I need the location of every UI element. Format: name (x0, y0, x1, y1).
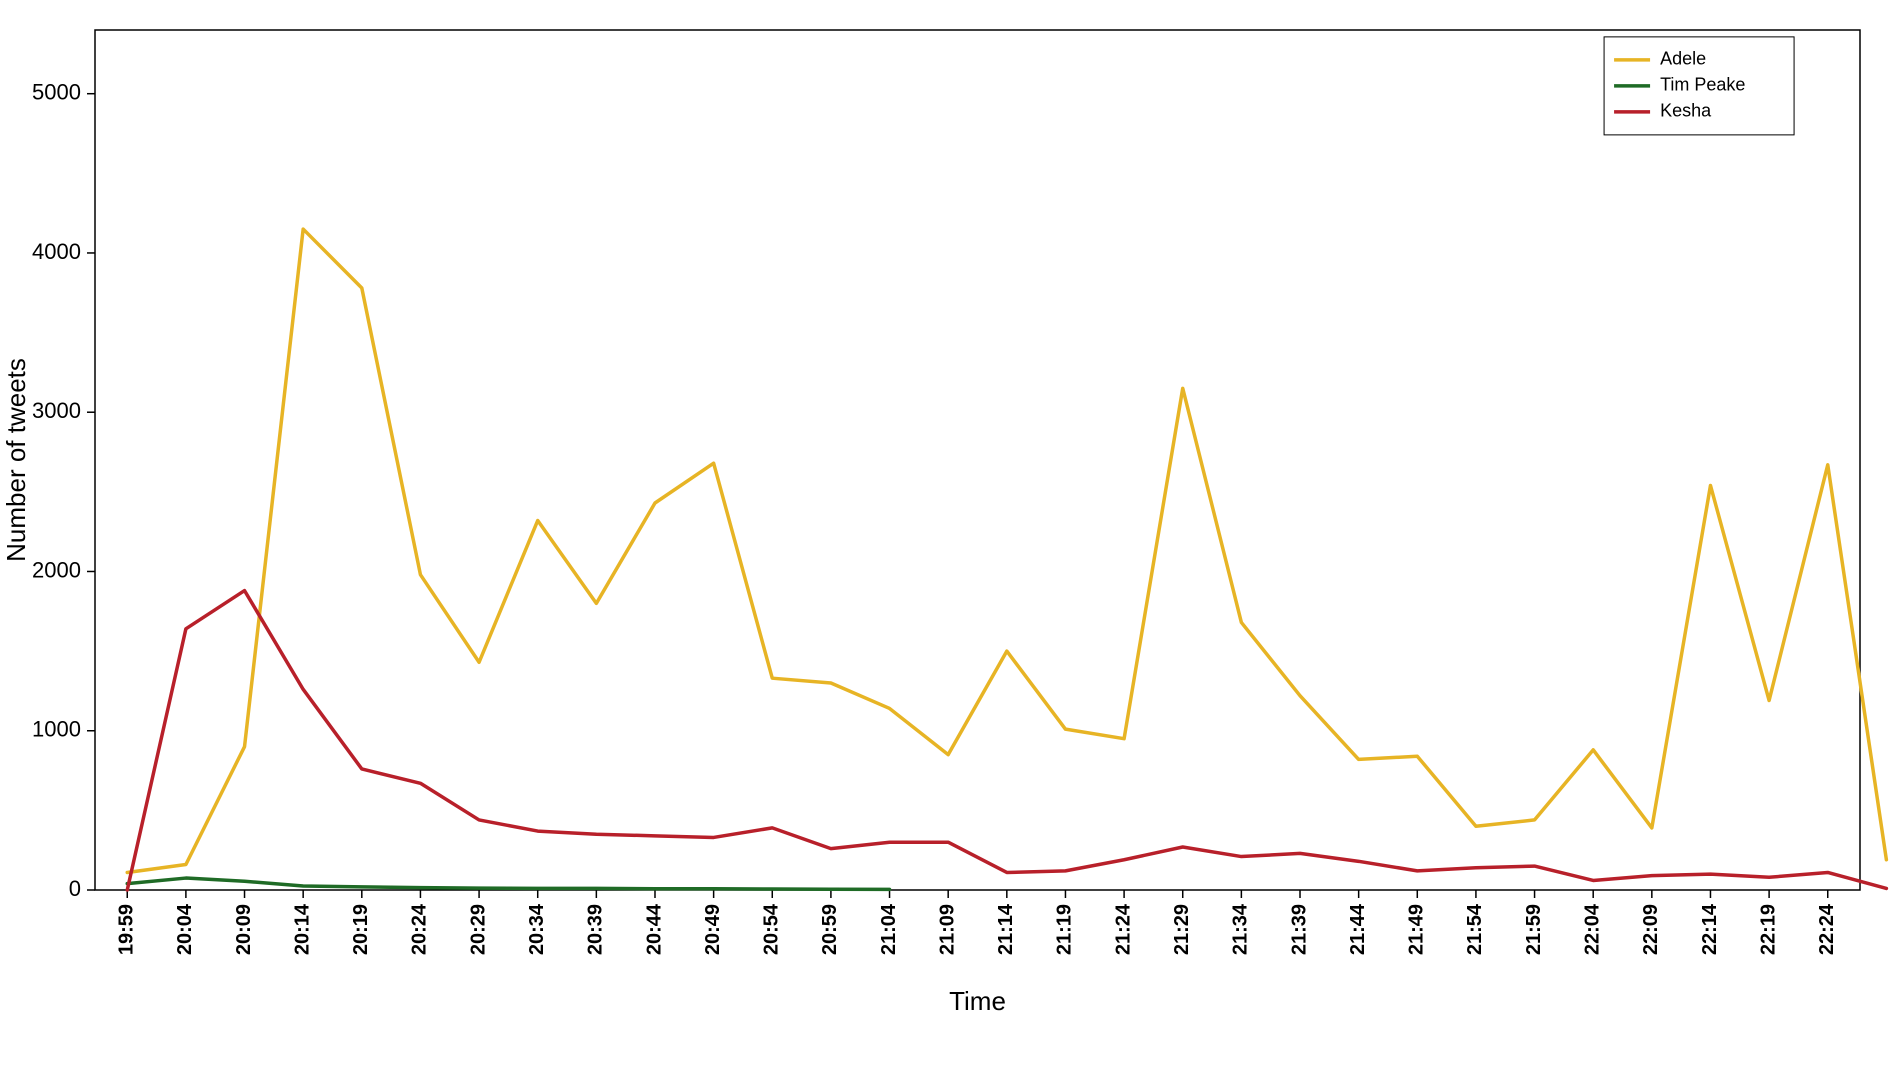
x-tick-label: 20:34 (526, 903, 548, 955)
y-tick-label: 1000 (32, 717, 81, 742)
y-tick-label: 2000 (32, 557, 81, 582)
x-tick-label: 21:54 (1464, 903, 1486, 955)
x-tick-label: 21:19 (1054, 904, 1076, 955)
x-tick-label: 20:09 (233, 904, 255, 955)
x-tick-label: 20:54 (761, 903, 783, 955)
x-tick-label: 20:29 (467, 904, 489, 955)
x-tick-label: 22:04 (1581, 903, 1603, 955)
x-tick-label: 21:04 (878, 903, 900, 955)
tweets-line-chart: 0 1000 2000 3000 4000 5000 Number of tweets 19:… (0, 0, 1896, 1073)
x-tick-label: 21:44 (1347, 903, 1369, 955)
x-tick-label: 20:49 (702, 904, 724, 955)
y-tick-label: 4000 (32, 239, 81, 264)
legend-label: Adele (1660, 49, 1706, 69)
x-tick-label: 21:34 (1230, 903, 1252, 955)
x-tick-label: 22:14 (1699, 903, 1721, 955)
x-tick-label: 20:04 (174, 903, 196, 955)
x-tick-label: 22:09 (1640, 904, 1662, 955)
x-tick-label: 20:19 (350, 904, 372, 955)
x-tick-label: 20:24 (409, 903, 431, 955)
x-tick-label: 19:59 (116, 904, 138, 955)
x-tick-label: 21:29 (1171, 904, 1193, 955)
x-tick-label: 21:59 (1523, 904, 1545, 955)
x-tick-label: 21:09 (936, 904, 958, 955)
x-tick-label: 22:24 (1816, 903, 1838, 955)
x-tick-label: 20:14 (291, 903, 313, 955)
legend-label: Kesha (1660, 101, 1712, 121)
x-tick-label: 21:14 (995, 903, 1017, 955)
x-tick-label: 21:49 (1406, 904, 1428, 955)
x-tick-label: 21:24 (1112, 903, 1134, 955)
y-tick-label: 3000 (32, 398, 81, 423)
x-tick-label: 20:39 (585, 904, 607, 955)
x-axis-label: Time (949, 986, 1006, 1016)
y-tick-label: 5000 (32, 80, 81, 105)
x-tick-label: 22:19 (1757, 904, 1779, 955)
y-tick-label: 0 (69, 876, 81, 901)
x-tick-label: 20:59 (819, 904, 841, 955)
x-tick-label: 21:39 (1288, 904, 1310, 955)
legend-label: Tim Peake (1660, 75, 1745, 95)
y-axis-label: Number of tweets (1, 358, 31, 562)
x-tick-label: 20:44 (643, 903, 665, 955)
